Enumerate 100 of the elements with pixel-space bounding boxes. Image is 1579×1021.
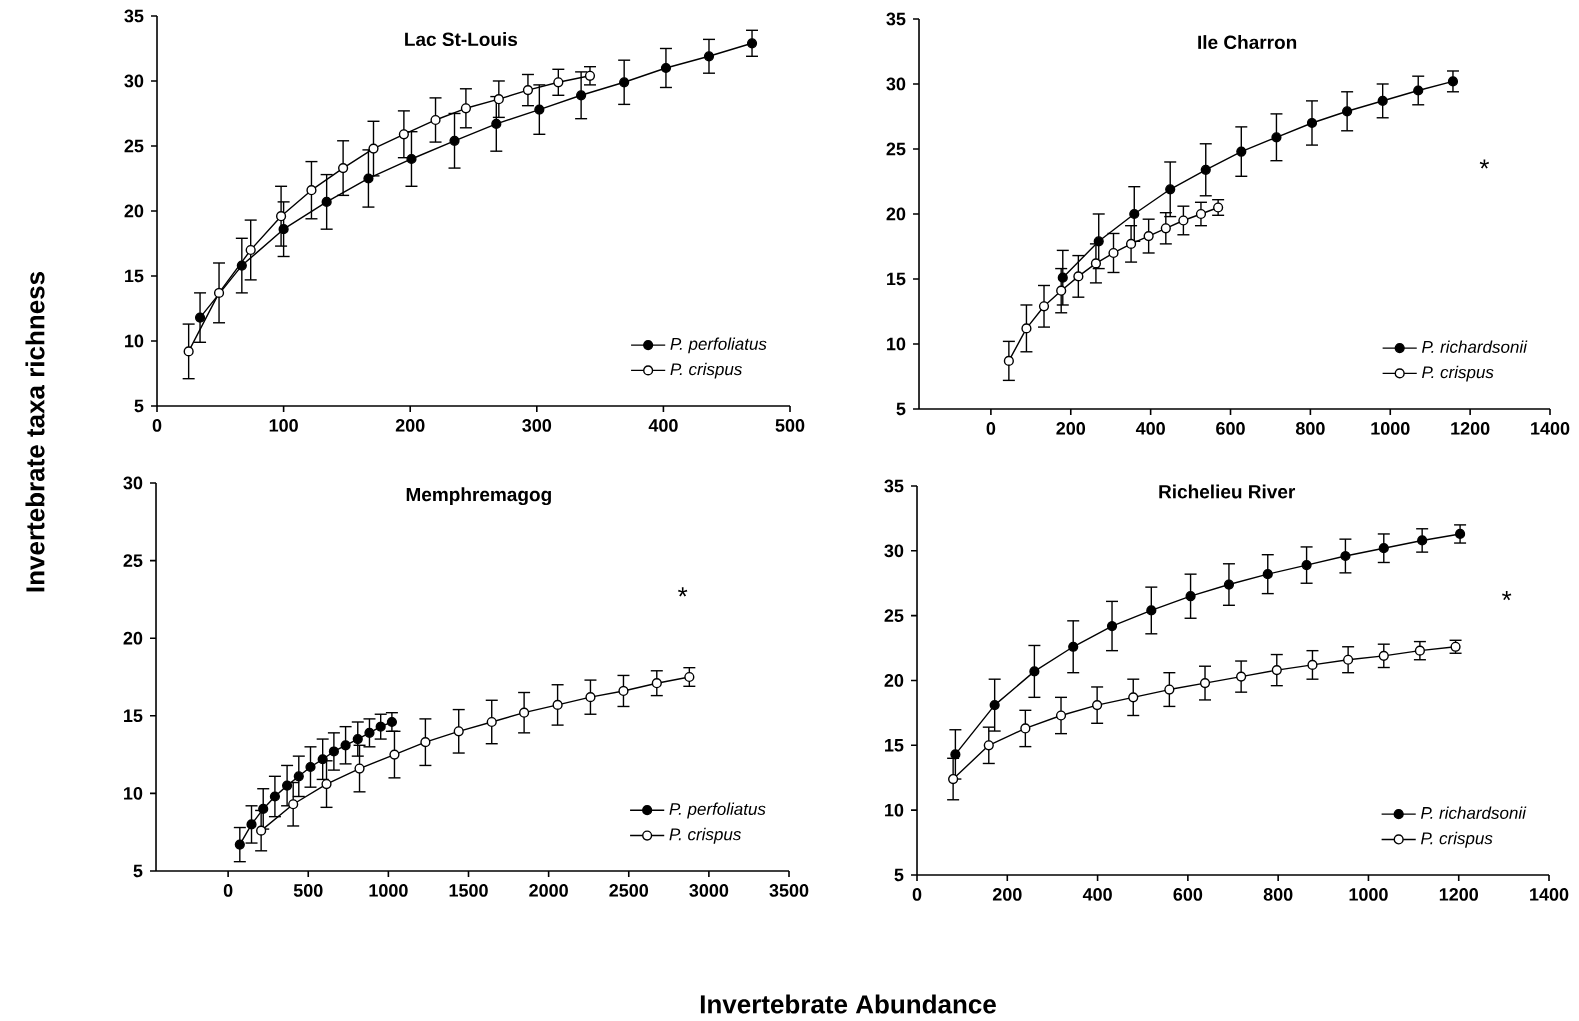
point [453,726,464,737]
point [1413,85,1424,96]
point [293,771,304,782]
point [234,839,245,850]
x-tick-label: 1000 [1371,422,1410,435]
point [1164,684,1175,695]
point [420,737,431,748]
x-tick-label: 0 [152,419,162,432]
x-tick-label: 600 [1173,888,1203,901]
point [354,763,365,774]
x-tick-label: 400 [1135,422,1165,435]
point [213,287,225,298]
point [1129,208,1140,220]
point [585,692,596,703]
point [352,733,363,745]
y-tick-label: 20 [884,674,904,687]
annotation: * [678,587,688,597]
text: Lac St-Louis [405,32,518,47]
x-tick-label: 400 [648,419,678,432]
y-tick-label: 5 [896,402,906,416]
y-tick-label: 30 [123,476,143,490]
point [1073,271,1084,282]
point [1178,215,1189,226]
point [1125,238,1137,249]
y-tick-label: 15 [124,709,143,723]
point [493,94,504,105]
point [1301,559,1312,571]
point [340,740,351,751]
x-tick-label: 0 [912,888,922,901]
point [1271,132,1282,143]
point [1271,665,1282,676]
point [1092,700,1103,711]
point [1199,677,1211,689]
point [375,721,386,732]
point [519,707,530,718]
y-tick-label: 25 [886,142,906,156]
point [281,780,293,791]
x-tick-label: 1200 [1439,888,1479,901]
y-tick-label: 10 [124,787,143,800]
legend-label: P. crispus [670,362,742,379]
y-tick-label: 20 [124,204,144,218]
point [1195,208,1207,220]
point [363,173,374,184]
y-tick-label: 15 [885,739,904,752]
y-tick-label: 35 [884,479,904,493]
point [553,77,564,88]
point [368,143,379,154]
point [1236,671,1247,682]
y-tick-label: 25 [884,609,904,623]
point [1307,659,1318,671]
point [1106,620,1118,632]
point [328,746,339,757]
point [651,678,662,689]
point [1143,230,1154,242]
annotation: * [1479,159,1490,169]
x-tick-label: 500 [293,884,323,897]
chart-title: Richelieu River [1159,484,1296,499]
point [338,162,349,174]
point [1021,323,1032,334]
point [660,62,672,74]
x-tick-label: 3500 [769,884,809,897]
x-tick-label: 2500 [609,884,649,897]
point [258,803,269,814]
chart-title: Memphremagog [406,487,551,506]
y-tick-label: 35 [124,9,144,23]
point [305,761,316,773]
y-tick-label: 25 [123,554,143,567]
point [1108,247,1119,259]
point [1068,641,1079,652]
x-tick-label: 200 [992,888,1022,901]
legend-label: P. perfoliatus [670,337,767,354]
x-tick-label: 2000 [529,884,568,897]
y-tick-label: 20 [123,631,143,645]
legend-label: P. crispus [669,827,741,844]
point [183,346,194,357]
point [983,740,994,751]
point [1236,146,1247,157]
point [584,70,596,81]
point [236,260,247,271]
point [1378,650,1389,661]
point [684,671,695,683]
y-tick-label: 5 [134,399,144,413]
point [1306,117,1318,129]
y-tick-label: 10 [125,334,144,348]
x-tick-label: 500 [775,419,805,432]
legend-label: P. perfoliatus [669,802,766,819]
y-tick-label: 15 [887,272,906,286]
x-tick-label: 300 [522,419,552,432]
x-tick-label: 1200 [1451,422,1490,435]
point [1056,285,1067,296]
point [534,104,545,115]
point [1342,106,1353,117]
y-axis-title: Invertebrate taxa richness [25,271,45,592]
x-tick-label: 400 [1082,888,1112,901]
point [278,224,289,235]
point [1165,184,1176,195]
legend-label: P. crispus [1420,831,1493,848]
annotation: * [1502,591,1512,601]
y-tick-label: 10 [887,337,906,351]
point [989,700,1000,711]
